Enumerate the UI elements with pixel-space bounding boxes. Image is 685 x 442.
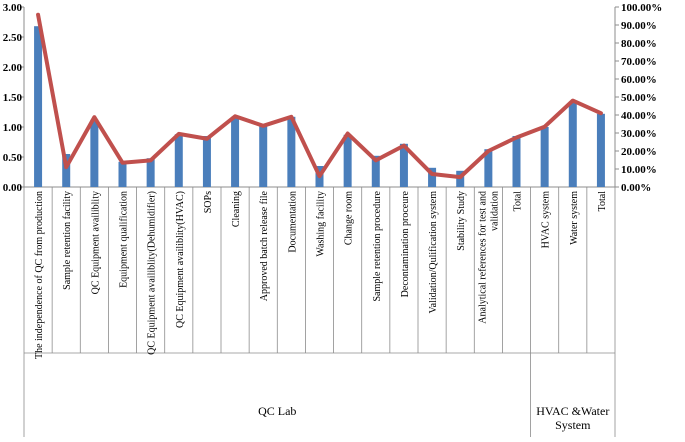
bar	[118, 161, 127, 187]
left-tick-label: 0.50	[3, 152, 23, 164]
line-point	[515, 136, 518, 139]
bar	[484, 149, 493, 187]
line-point	[430, 172, 434, 176]
right-tick-label: 60.00%	[621, 74, 657, 86]
left-tick-label: 1.00	[3, 122, 23, 134]
bar	[399, 143, 408, 187]
category-label-line2: validation	[489, 191, 500, 231]
left-tick-label: 2.00	[3, 62, 23, 74]
category-label: Approved batch release file	[259, 190, 270, 301]
category-label: QC Equipment availiblity(Dehumidifier)	[147, 191, 158, 355]
category-label: Stability Study	[456, 191, 467, 251]
bar	[146, 158, 155, 187]
bar	[90, 119, 99, 187]
group-label-line2: System	[555, 418, 591, 432]
right-tick-label: 40.00%	[621, 110, 657, 122]
right-tick-label: 50.00%	[621, 92, 657, 104]
category-label: HVAC system	[541, 191, 552, 249]
left-tick-label: 1.50	[3, 92, 23, 104]
line-point	[64, 165, 68, 169]
left-tick-label: 3.00	[3, 2, 23, 14]
bar	[34, 26, 43, 188]
line-point	[261, 124, 265, 128]
bar	[62, 154, 71, 187]
category-label: Cleaning	[231, 191, 242, 227]
bar	[568, 101, 577, 187]
bar	[174, 134, 183, 187]
line-point	[205, 137, 209, 141]
right-tick-label: 30.00%	[621, 128, 657, 140]
category-label: Validation/Qulification system	[428, 191, 439, 314]
category-label: Documentation	[287, 191, 298, 253]
line-point	[121, 161, 124, 165]
line-point	[571, 99, 575, 103]
bar	[202, 136, 211, 187]
right-tick-label: 80.00%	[621, 38, 657, 50]
category-label: Sample retention procedure	[372, 190, 383, 301]
category-label: QC Equipment availiblity(HVAC)	[175, 191, 186, 328]
line-point	[233, 114, 237, 118]
right-tick-label: 70.00%	[621, 56, 657, 68]
line-point	[402, 144, 406, 148]
right-tick-label: 100.00%	[621, 2, 662, 14]
category-label: Water system	[569, 191, 580, 245]
line-point	[318, 174, 321, 178]
line-point	[149, 158, 153, 162]
bar	[371, 155, 380, 187]
line-point	[92, 115, 96, 119]
left-tick-label: 2.50	[3, 32, 23, 44]
right-tick-label: 0.00%	[621, 182, 651, 194]
right-tick-label: 90.00%	[621, 20, 657, 32]
category-label: Analytical references for test and	[477, 191, 488, 324]
category-label: Decontamination proceure	[400, 190, 411, 297]
category-label: SOPs	[203, 191, 214, 213]
bar	[428, 167, 437, 187]
line-point	[346, 132, 350, 136]
bar	[259, 124, 268, 187]
category-label: Sample retention facility	[62, 191, 73, 290]
bar	[287, 116, 296, 187]
group-label: HVAC &Water	[536, 404, 609, 418]
line-point	[458, 175, 462, 179]
category-label: Equipment qualification	[119, 191, 130, 288]
line-point	[289, 115, 293, 119]
line-point	[599, 111, 603, 115]
right-tick-label: 20.00%	[621, 146, 657, 158]
line-point	[486, 149, 490, 153]
category-label: Washing facility	[316, 191, 327, 257]
bar	[512, 136, 521, 187]
line-point	[177, 132, 181, 136]
bar	[343, 134, 352, 187]
line-point	[374, 158, 378, 162]
bar	[231, 116, 240, 187]
group-label: QC Lab	[258, 404, 296, 418]
line-point	[36, 13, 40, 17]
category-label: Total	[513, 191, 524, 212]
category-label: Change room	[344, 191, 355, 245]
right-tick-label: 10.00%	[621, 164, 657, 176]
category-label: QC Equipment availiblity	[90, 191, 101, 294]
category-label: Total	[597, 191, 608, 212]
category-label: The independence of QC from production	[34, 191, 45, 359]
line-point	[543, 125, 547, 129]
bar	[540, 127, 549, 187]
bar	[596, 113, 605, 187]
left-tick-label: 0.00	[3, 182, 23, 194]
